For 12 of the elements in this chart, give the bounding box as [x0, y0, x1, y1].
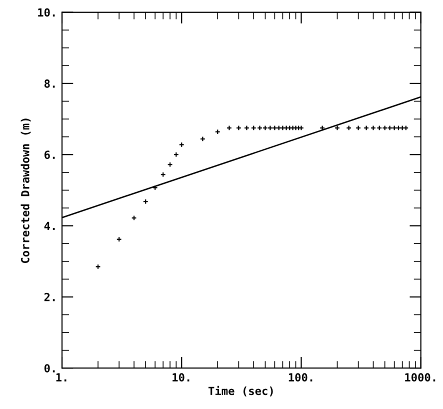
x-axis-title: Time (sec) [208, 386, 273, 396]
y-tick-label: 0. [44, 364, 55, 372]
y-tick-label: 2. [44, 292, 55, 302]
y-tick-label: 8. [44, 79, 55, 88]
y-tick-label: 4. [44, 222, 55, 230]
x-tick-label: 100. [288, 373, 312, 382]
y-tick-label: 10. [38, 8, 55, 17]
y-tick-label: 6. [44, 150, 55, 159]
x-tick-label: 1. [56, 373, 66, 382]
y-axis-title: Corrected Drawdown (m) [20, 118, 31, 263]
x-tick-label: 1000. [405, 373, 436, 382]
x-tick-label: 10. [172, 373, 190, 382]
